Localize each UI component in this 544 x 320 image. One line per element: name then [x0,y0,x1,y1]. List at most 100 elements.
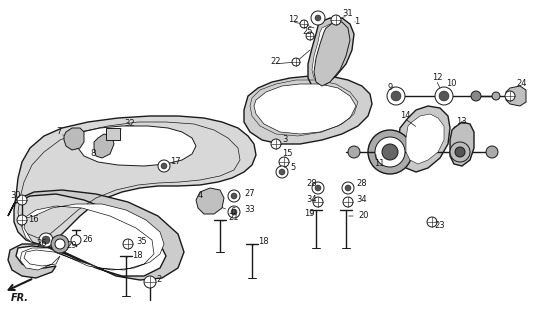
Circle shape [144,276,156,288]
Polygon shape [20,204,164,270]
Text: 19: 19 [304,210,314,219]
Text: 33: 33 [244,205,255,214]
Text: 32: 32 [124,119,134,129]
Circle shape [450,142,470,162]
Text: 11: 11 [374,159,385,169]
Circle shape [39,233,53,247]
Polygon shape [8,190,184,280]
Text: 34: 34 [306,196,317,204]
Circle shape [342,182,354,194]
Text: 23: 23 [434,221,444,230]
Circle shape [368,130,412,174]
Polygon shape [196,188,224,214]
Text: 15: 15 [282,149,293,158]
Circle shape [231,193,237,199]
Circle shape [228,206,240,218]
Circle shape [228,190,240,202]
Bar [106,128,120,140]
Text: 26: 26 [36,239,47,249]
Text: 30: 30 [10,191,21,201]
Circle shape [348,146,360,158]
Text: 13: 13 [456,117,467,126]
Circle shape [51,235,69,253]
Circle shape [279,157,289,167]
Circle shape [123,239,133,249]
Circle shape [271,139,281,149]
Circle shape [505,91,515,101]
Text: 35: 35 [136,237,147,246]
Circle shape [315,15,321,21]
Circle shape [391,91,401,101]
Circle shape [455,147,465,157]
Circle shape [311,11,325,25]
Circle shape [387,87,405,105]
Circle shape [276,166,288,178]
Polygon shape [312,24,348,80]
Polygon shape [64,128,84,150]
Text: 24: 24 [516,79,527,89]
Text: 28: 28 [306,180,317,188]
Text: 12: 12 [288,15,299,25]
Circle shape [158,160,170,172]
Polygon shape [450,122,474,166]
Text: 6: 6 [230,207,236,217]
Text: 31: 31 [342,10,353,19]
Text: 29: 29 [66,242,77,251]
Text: 17: 17 [170,157,181,166]
Circle shape [55,239,65,249]
Circle shape [306,32,314,40]
Circle shape [492,92,500,100]
Circle shape [471,91,481,101]
Text: 12: 12 [432,74,442,83]
Circle shape [439,91,449,101]
Text: 2: 2 [156,276,161,284]
Polygon shape [314,22,350,86]
Circle shape [331,15,341,25]
Polygon shape [406,114,444,164]
Text: 10: 10 [446,79,456,89]
Circle shape [345,185,351,191]
Polygon shape [308,18,354,88]
Text: 26: 26 [82,236,92,244]
Text: 18: 18 [258,237,269,246]
Text: 4: 4 [198,191,203,201]
Circle shape [17,215,27,225]
Text: 18: 18 [132,252,143,260]
Text: FR.: FR. [11,293,29,303]
Text: 14: 14 [400,111,411,121]
Polygon shape [506,86,526,106]
Text: 20: 20 [358,212,368,220]
Circle shape [312,182,324,194]
Polygon shape [254,84,356,134]
Text: 16: 16 [28,215,39,225]
Polygon shape [14,116,256,244]
Circle shape [231,209,237,215]
Circle shape [279,169,285,175]
Text: 8: 8 [90,149,95,158]
Circle shape [161,163,167,169]
Circle shape [315,185,321,191]
Circle shape [313,197,323,207]
Circle shape [292,58,300,66]
Polygon shape [94,134,114,158]
Text: 34: 34 [356,196,367,204]
Text: 7: 7 [56,127,61,137]
Text: 1: 1 [354,18,359,27]
Circle shape [71,235,81,245]
Polygon shape [398,106,450,172]
Circle shape [343,197,353,207]
Circle shape [42,236,50,244]
Circle shape [382,144,398,160]
Circle shape [375,137,405,167]
Text: 28: 28 [356,180,367,188]
Text: 3: 3 [282,135,287,145]
Text: 25: 25 [302,28,312,36]
Text: 9: 9 [388,84,393,92]
Circle shape [427,217,437,227]
Text: 21: 21 [228,213,238,222]
Circle shape [300,20,308,28]
Text: 5: 5 [290,164,295,172]
Text: 27: 27 [244,189,255,198]
Polygon shape [244,76,372,144]
Circle shape [17,195,27,205]
